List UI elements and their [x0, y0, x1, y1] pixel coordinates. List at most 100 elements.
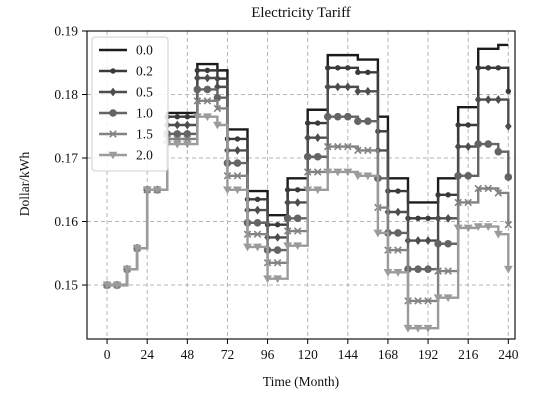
- series-point: [182, 140, 192, 149]
- series-point: [202, 113, 212, 122]
- series-point: [315, 120, 321, 126]
- legend-marker: [110, 68, 116, 74]
- series-point: [444, 213, 452, 223]
- series-point: [484, 140, 493, 148]
- series-point: [293, 227, 302, 235]
- series-point: [293, 214, 302, 223]
- y-axis-label: Dollar/kWh: [17, 152, 32, 217]
- x-tick-label: 168: [378, 347, 399, 362]
- series-point: [274, 221, 281, 228]
- series-point: [365, 69, 371, 75]
- series-point: [204, 73, 211, 83]
- series-point: [354, 86, 362, 96]
- series-point: [192, 113, 202, 122]
- x-tick-label: 24: [140, 347, 154, 362]
- series-point: [454, 171, 462, 180]
- series-point: [464, 142, 472, 151]
- series-point: [363, 172, 373, 181]
- series-point: [122, 265, 132, 274]
- axis-ticks: 0 24 48 72 96 120 144 168 192 216 240 0.15 0.16 0.17 0…: [54, 24, 518, 363]
- series-2.0: [102, 113, 513, 333]
- series-point: [454, 142, 462, 151]
- legend-label: 0.0: [136, 43, 153, 58]
- series-point: [204, 67, 211, 74]
- series-point: [474, 140, 483, 148]
- chart-title: Electricity Tariff: [251, 5, 351, 21]
- series-point: [475, 65, 481, 71]
- series-point: [424, 236, 432, 245]
- legend-label: 1.5: [136, 127, 153, 142]
- series-point: [424, 297, 432, 305]
- series-point: [283, 214, 292, 223]
- series-point: [463, 224, 473, 233]
- series-point: [253, 243, 262, 252]
- series-point: [323, 142, 332, 151]
- series-point: [434, 213, 442, 223]
- series-point: [505, 121, 512, 131]
- series-point: [335, 65, 341, 71]
- y-tick-label: 0.19: [54, 24, 78, 39]
- series-point: [283, 242, 293, 251]
- series-point: [393, 269, 403, 277]
- series-point: [203, 85, 212, 94]
- series-point: [364, 117, 372, 125]
- legend-marker: [108, 151, 118, 160]
- y-tick-label: 0.16: [54, 214, 78, 229]
- series-point: [423, 324, 433, 333]
- series-point: [455, 122, 461, 128]
- series-point: [444, 267, 452, 275]
- series-point: [263, 275, 272, 284]
- series-point: [174, 114, 180, 120]
- series-point: [284, 187, 291, 193]
- series-point: [254, 196, 261, 202]
- series-point: [464, 171, 472, 180]
- series-point: [172, 140, 182, 149]
- series-point: [395, 188, 401, 194]
- series-point: [213, 104, 222, 113]
- series-point: [465, 122, 471, 128]
- series-point: [484, 95, 492, 104]
- y-tick-label: 0.17: [54, 151, 78, 166]
- series-point: [344, 112, 352, 121]
- series-point: [383, 269, 393, 277]
- series-point: [453, 224, 463, 233]
- legend-box: [91, 36, 169, 172]
- series-point: [142, 186, 152, 195]
- series-point: [415, 215, 421, 222]
- series-point: [293, 242, 303, 251]
- series-point: [334, 82, 342, 92]
- series-point: [474, 184, 482, 193]
- series-point: [304, 133, 311, 143]
- series-point: [152, 186, 162, 195]
- legend-label: 0.2: [136, 64, 153, 79]
- series-point: [425, 215, 431, 222]
- series-point: [344, 142, 352, 151]
- series-point: [493, 230, 503, 239]
- series-point: [454, 198, 462, 207]
- series-point: [294, 198, 301, 207]
- series-point: [364, 146, 372, 155]
- legend-item: 0.5: [99, 85, 153, 100]
- series-point: [434, 267, 442, 275]
- series-point: [184, 120, 191, 130]
- legend-item: 1.5: [99, 127, 153, 142]
- series-point: [414, 265, 422, 273]
- series-point: [323, 112, 332, 121]
- series-point: [345, 65, 351, 71]
- series-point: [223, 186, 232, 195]
- series-point: [435, 192, 441, 198]
- series-point: [495, 65, 501, 71]
- series-point: [353, 172, 363, 181]
- legend-marker: [109, 87, 117, 97]
- series-point: [414, 236, 422, 245]
- series-point: [364, 86, 372, 96]
- x-tick-label: 120: [298, 347, 319, 362]
- series-point: [394, 229, 402, 237]
- series-point: [504, 173, 513, 181]
- series-point: [413, 324, 423, 333]
- series-point: [112, 281, 122, 290]
- series-point: [394, 207, 402, 217]
- series-point: [473, 223, 483, 231]
- series-point: [394, 246, 402, 254]
- series-point: [474, 95, 482, 104]
